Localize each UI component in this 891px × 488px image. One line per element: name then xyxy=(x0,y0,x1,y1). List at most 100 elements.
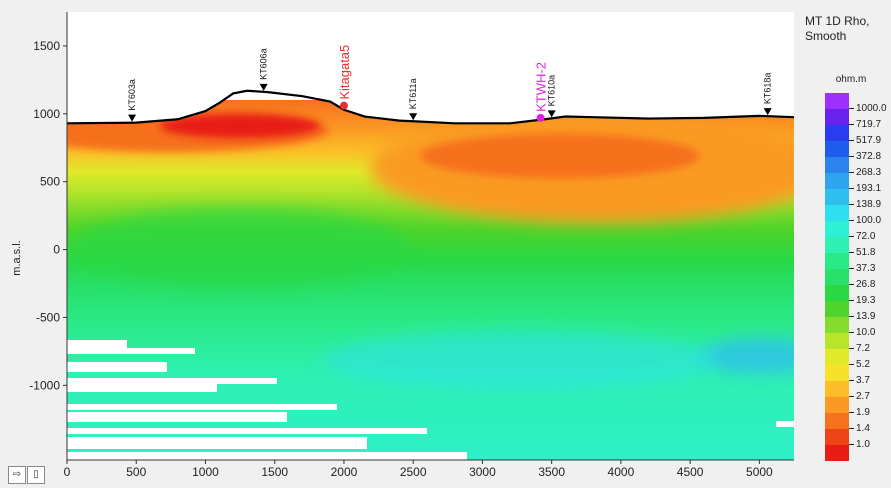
air-above-topography xyxy=(67,12,794,124)
data-gap xyxy=(67,362,167,372)
colorbar-tick-label: 37.3 xyxy=(849,263,875,275)
colorbar-swatch xyxy=(825,189,849,205)
data-gap xyxy=(776,421,794,427)
colorbar-swatch xyxy=(825,221,849,237)
colorbar-swatch xyxy=(825,253,849,269)
y-tick-label: -500 xyxy=(36,310,60,324)
x-tick-label: 3000 xyxy=(469,465,496,479)
y-tick-label: 1000 xyxy=(33,107,60,121)
colorbar-tick-label: 1.4 xyxy=(849,423,870,435)
y-tick-label: -1000 xyxy=(29,378,60,392)
colorbar-swatch xyxy=(825,173,849,189)
low-zone-west xyxy=(70,208,410,288)
colorbar-swatch xyxy=(825,333,849,349)
colorbar-tick-label: 1000.0 xyxy=(849,103,887,115)
y-tick-label: 0 xyxy=(53,243,60,257)
colorbar-tick-label: 5.2 xyxy=(849,359,870,371)
legend-title: MT 1D Rho, Smooth xyxy=(805,14,870,43)
no-data-gaps xyxy=(67,340,794,460)
colorbar-swatch xyxy=(825,445,849,461)
colorbar-swatch xyxy=(825,413,849,429)
x-tick-label: 0 xyxy=(64,465,71,479)
data-gap xyxy=(67,340,127,348)
export-icon[interactable]: ⇨ xyxy=(8,466,26,484)
colorbar-swatch xyxy=(825,301,849,317)
high-zone-east xyxy=(700,338,794,374)
colorbar-tick-label: 13.9 xyxy=(849,311,875,323)
colorbar-swatch xyxy=(825,349,849,365)
data-gap xyxy=(67,412,287,422)
colorbar-swatch xyxy=(825,365,849,381)
colorbar-tick-label: 3.7 xyxy=(849,375,870,387)
colorbar-tick-label: 1.9 xyxy=(849,407,870,419)
colorbar-swatch xyxy=(825,317,849,333)
colorbar-swatch xyxy=(825,237,849,253)
colorbar-tick-label: 372.8 xyxy=(849,151,881,163)
annotation-label: KTWH-2 xyxy=(534,62,549,112)
x-tick-label: 3500 xyxy=(538,465,565,479)
colorbar-tick-label: 2.7 xyxy=(849,391,870,403)
well-label: KT610a xyxy=(547,75,557,107)
well-label: KT606a xyxy=(259,48,269,80)
x-tick-label: 2000 xyxy=(331,465,358,479)
colorbar-swatch xyxy=(825,285,849,301)
annotation-marker xyxy=(536,113,545,122)
deep-zone xyxy=(320,330,720,390)
colorbar-swatch xyxy=(825,109,849,125)
data-gap xyxy=(67,348,195,354)
colorbar-swatch xyxy=(825,381,849,397)
well-marker xyxy=(128,114,137,122)
colorbar-tick-label: 138.9 xyxy=(849,199,881,211)
topography-line xyxy=(66,89,795,125)
colorbar-tick-label: 719.7 xyxy=(849,119,881,131)
colorbar xyxy=(825,93,849,461)
colorbar-ticks: 1000.0 719.7 517.9 372.8 268.3 193.1 138.9 100.… xyxy=(849,93,891,461)
colorbar-tick-label: 10.0 xyxy=(849,327,875,339)
data-gap xyxy=(67,404,337,410)
y-axis-label: m.a.s.l. xyxy=(11,240,23,275)
well-marker xyxy=(547,110,556,118)
colorbar-swatch xyxy=(825,125,849,141)
data-gap xyxy=(67,437,367,449)
colorbar-tick-label: 193.1 xyxy=(849,183,881,195)
colorbar-tick-label: 26.8 xyxy=(849,279,875,291)
x-tick-label: 5000 xyxy=(746,465,773,479)
anomaly-west-core xyxy=(160,114,320,138)
colorbar-swatch xyxy=(825,141,849,157)
data-gap xyxy=(67,452,467,460)
colorbar-tick-label: 1.0 xyxy=(849,439,870,451)
well-marker xyxy=(763,108,772,116)
data-gap xyxy=(67,428,427,434)
y-tick-label: 1500 xyxy=(33,39,60,53)
log-icon[interactable]: ▯ xyxy=(27,466,45,484)
annotation-label: Kitagata5 xyxy=(337,45,352,100)
annotation-marker xyxy=(339,101,348,110)
colorbar-swatch xyxy=(825,157,849,173)
x-tick-label: 1000 xyxy=(192,465,219,479)
colorbar-tick-label: 268.3 xyxy=(849,167,881,179)
colorbar-swatch xyxy=(825,397,849,413)
colorbar-tick-label: 51.8 xyxy=(849,247,875,259)
colorbar-swatch xyxy=(825,205,849,221)
anomaly-east-core xyxy=(420,134,700,178)
data-gap xyxy=(67,378,277,384)
colorbar-tick-label: 19.3 xyxy=(849,295,875,307)
colorbar-swatch xyxy=(825,429,849,445)
x-tick-label: 500 xyxy=(126,465,146,479)
colorbar-tick-label: 72.0 xyxy=(849,231,875,243)
resistivity-section-chart: KT603a KT606a KT611a KT610a KT618a Kitagata5… xyxy=(11,12,795,479)
resistivity-field xyxy=(67,12,794,460)
well-marker xyxy=(259,83,268,91)
colorbar-swatch xyxy=(825,93,849,109)
colorbar-swatch xyxy=(825,269,849,285)
well-label: KT618a xyxy=(763,73,773,105)
data-gap xyxy=(67,384,217,392)
well-label: KT611a xyxy=(408,78,418,109)
x-tick-label: 4500 xyxy=(677,465,704,479)
x-tick-label: 2500 xyxy=(400,465,427,479)
x-tick-label: 4000 xyxy=(608,465,635,479)
well-label: KT603a xyxy=(127,79,137,111)
well-marker xyxy=(409,113,418,121)
colorbar-tick-label: 100.0 xyxy=(849,215,881,227)
